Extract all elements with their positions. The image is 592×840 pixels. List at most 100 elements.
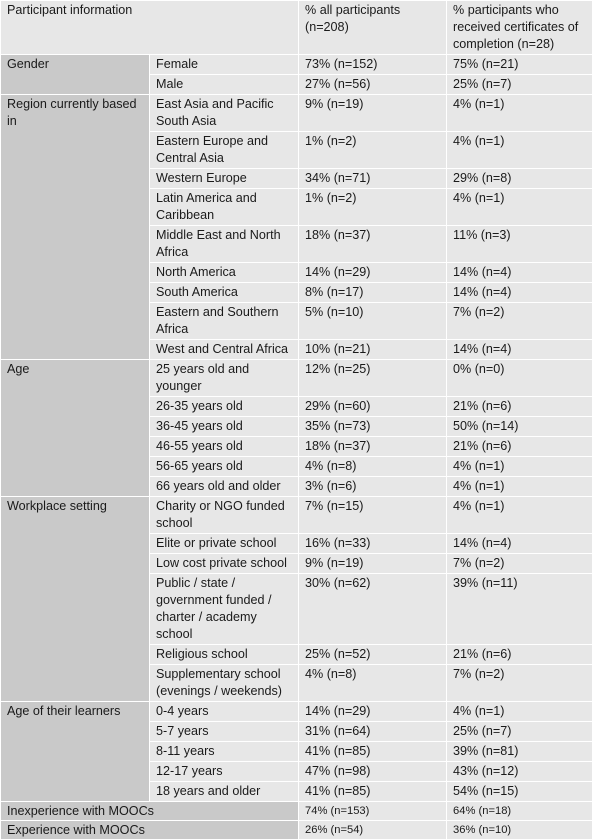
- row-label-cell: Low cost private school: [150, 554, 299, 574]
- all-participants-value: 12% (n=25): [299, 360, 447, 397]
- certificate-value: 21% (n=6): [447, 645, 592, 665]
- certificate-value: 43% (n=12): [447, 762, 592, 782]
- row-label-cell: 12-17 years: [150, 762, 299, 782]
- category-cell: Gender: [1, 55, 150, 95]
- row-label-cell: 66 years old and older: [150, 477, 299, 497]
- row-label-cell: South America: [150, 283, 299, 303]
- header-certificate-participants: % participants who received certificates…: [447, 1, 592, 55]
- all-participants-value: 5% (n=10): [299, 303, 447, 340]
- row-label-cell: Female: [150, 55, 299, 75]
- certificate-value: 4% (n=1): [447, 132, 592, 169]
- row-label-cell: Religious school: [150, 645, 299, 665]
- all-participants-value: 4% (n=8): [299, 665, 447, 702]
- all-participants-value: 34% (n=71): [299, 169, 447, 189]
- row-label-cell: West and Central Africa: [150, 340, 299, 360]
- certificate-value: 7% (n=2): [447, 665, 592, 702]
- certificate-value: 54% (n=15): [447, 782, 592, 802]
- certificate-value: 7% (n=2): [447, 554, 592, 574]
- certificate-value: 4% (n=1): [447, 477, 592, 497]
- row-label-cell: 26-35 years old: [150, 397, 299, 417]
- row-label-cell: Charity or NGO funded school: [150, 497, 299, 534]
- row-label-cell: 25 years old and younger: [150, 360, 299, 397]
- certificate-value: 4% (n=1): [447, 702, 592, 722]
- row-label-cell: Elite or private school: [150, 534, 299, 554]
- all-participants-value: 18% (n=37): [299, 226, 447, 263]
- all-participants-value: 14% (n=29): [299, 702, 447, 722]
- all-participants-value: 41% (n=85): [299, 742, 447, 762]
- certificate-value: 4% (n=1): [447, 497, 592, 534]
- all-participants-value: 27% (n=56): [299, 75, 447, 95]
- certificate-value: 14% (n=4): [447, 340, 592, 360]
- all-participants-value: 73% (n=152): [299, 55, 447, 75]
- all-participants-value: 31% (n=64): [299, 722, 447, 742]
- all-participants-value: 9% (n=19): [299, 95, 447, 132]
- all-participants-value: 1% (n=2): [299, 189, 447, 226]
- certificate-value: 4% (n=1): [447, 457, 592, 477]
- certificate-value: 4% (n=1): [447, 189, 592, 226]
- certificate-value: 25% (n=7): [447, 722, 592, 742]
- header-row: Participant information % all participan…: [1, 1, 592, 55]
- all-participants-value: 35% (n=73): [299, 417, 447, 437]
- certificate-value: 11% (n=3): [447, 226, 592, 263]
- certificate-value: 39% (n=11): [447, 574, 592, 645]
- table-header: Participant information % all participan…: [1, 1, 592, 55]
- all-participants-value: 1% (n=2): [299, 132, 447, 169]
- all-participants-value: 16% (n=33): [299, 534, 447, 554]
- certificate-value: 14% (n=4): [447, 263, 592, 283]
- summary-label-cell: Inexperience with MOOCs: [1, 802, 299, 821]
- row-label-cell: 36-45 years old: [150, 417, 299, 437]
- row-label-cell: 0-4 years: [150, 702, 299, 722]
- row-label-cell: Middle East and North Africa: [150, 226, 299, 263]
- header-participant-information: Participant information: [1, 1, 299, 55]
- row-label-cell: East Asia and Pacific South Asia: [150, 95, 299, 132]
- row-label-cell: 8-11 years: [150, 742, 299, 762]
- row-label-cell: North America: [150, 263, 299, 283]
- all-participants-value: 29% (n=60): [299, 397, 447, 417]
- all-participants-value: 30% (n=62): [299, 574, 447, 645]
- all-participants-value: 14% (n=29): [299, 263, 447, 283]
- row-label-cell: Male: [150, 75, 299, 95]
- all-participants-value: 26% (n=54): [299, 821, 447, 840]
- certificate-value: 4% (n=1): [447, 95, 592, 132]
- all-participants-value: 4% (n=8): [299, 457, 447, 477]
- certificate-value: 21% (n=6): [447, 397, 592, 417]
- all-participants-value: 25% (n=52): [299, 645, 447, 665]
- row-label-cell: 5-7 years: [150, 722, 299, 742]
- row-label-cell: Public / state / government funded / cha…: [150, 574, 299, 645]
- all-participants-value: 7% (n=15): [299, 497, 447, 534]
- certificate-value: 14% (n=4): [447, 534, 592, 554]
- all-participants-value: 8% (n=17): [299, 283, 447, 303]
- certificate-value: 29% (n=8): [447, 169, 592, 189]
- all-participants-value: 47% (n=98): [299, 762, 447, 782]
- row-label-cell: 18 years and older: [150, 782, 299, 802]
- summary-label-cell: Experience with MOOCs: [1, 821, 299, 840]
- certificate-value: 75% (n=21): [447, 55, 592, 75]
- category-cell: Workplace setting: [1, 497, 150, 702]
- certificate-value: 64% (n=18): [447, 802, 592, 821]
- row-label-cell: Western Europe: [150, 169, 299, 189]
- all-participants-value: 74% (n=153): [299, 802, 447, 821]
- category-cell: Age of their learners: [1, 702, 150, 802]
- all-participants-value: 9% (n=19): [299, 554, 447, 574]
- certificate-value: 25% (n=7): [447, 75, 592, 95]
- row-label-cell: Latin America and Caribbean: [150, 189, 299, 226]
- category-cell: Region currently based in: [1, 95, 150, 360]
- row-label-cell: Supplementary school (evenings / weekend…: [150, 665, 299, 702]
- certificate-value: 36% (n=10): [447, 821, 592, 840]
- row-label-cell: Eastern and Southern Africa: [150, 303, 299, 340]
- all-participants-value: 18% (n=37): [299, 437, 447, 457]
- all-participants-value: 41% (n=85): [299, 782, 447, 802]
- certificate-value: 39% (n=81): [447, 742, 592, 762]
- row-label-cell: 46-55 years old: [150, 437, 299, 457]
- category-cell: Age: [1, 360, 150, 497]
- certificate-value: 0% (n=0): [447, 360, 592, 397]
- certificate-value: 21% (n=6): [447, 437, 592, 457]
- row-label-cell: 56-65 years old: [150, 457, 299, 477]
